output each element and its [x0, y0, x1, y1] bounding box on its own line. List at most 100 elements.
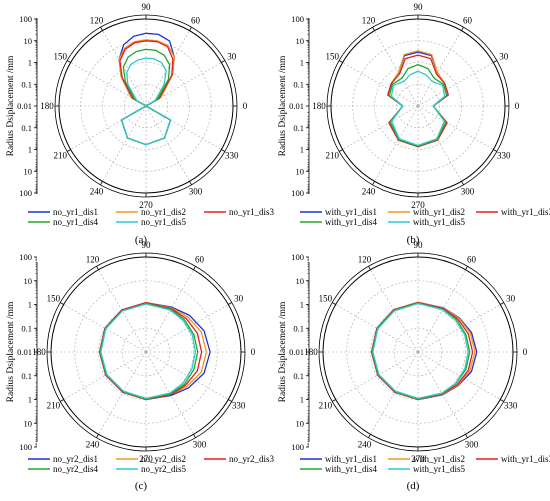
- radial-tick-label: 10: [24, 418, 33, 428]
- angle-tick-label: 210: [319, 401, 333, 411]
- polar-angle-tick: [189, 181, 192, 186]
- radial-tick-label: 0.1: [21, 323, 32, 333]
- polar-angle-tick: [228, 399, 232, 402]
- polar-spoke: [370, 351, 419, 435]
- radial-tick-label: 1: [28, 395, 32, 405]
- angle-tick-label: 30: [234, 294, 244, 304]
- polar-angle-tick: [461, 181, 464, 186]
- radial-tick-label: 1: [28, 58, 32, 68]
- radial-tick-label: 1: [300, 145, 304, 155]
- radial-tick-label: 1: [300, 300, 304, 310]
- angle-tick-label: 300: [461, 187, 475, 197]
- legend-entry: no_yr1_dis5: [141, 217, 187, 227]
- radial-tick-label: 1: [300, 395, 304, 405]
- polar-angle-tick: [221, 60, 226, 63]
- angle-tick-label: 60: [191, 15, 201, 25]
- polar-angle-tick: [66, 149, 71, 152]
- polar-angle-tick: [493, 60, 498, 63]
- polar-spoke: [417, 30, 462, 107]
- legend-entry: with_yr1_dis4: [325, 217, 378, 227]
- legend-entry: no_yr1_dis4: [53, 217, 99, 227]
- radial-axis-label: Radius Dsiplacement /mm: [278, 55, 288, 156]
- angle-tick-label: 240: [90, 187, 104, 197]
- polar-angle-tick: [189, 26, 192, 31]
- angle-tick-label: 270: [411, 454, 425, 464]
- angle-tick-label: 120: [362, 15, 376, 25]
- legend-entry: no_yr2_dis5: [141, 464, 187, 474]
- legend-entry: no_yr1_dis2: [141, 207, 186, 217]
- radial-tick-label: 10: [296, 418, 305, 428]
- polar-spoke: [342, 105, 419, 150]
- polar-angle-tick: [465, 266, 468, 270]
- radial-tick-label: 100: [19, 188, 32, 198]
- angle-tick-label: 210: [54, 151, 68, 161]
- angle-tick-label: 180: [32, 347, 46, 357]
- angle-tick-label: 240: [358, 440, 372, 450]
- legend-entry: with_yr1_dis2: [413, 454, 465, 464]
- polar-spoke: [145, 30, 190, 107]
- radial-tick-label: 0.1: [21, 371, 32, 381]
- legend-entry: no_yr2_dis2: [141, 454, 186, 464]
- angle-tick-label: 210: [326, 151, 340, 161]
- series-line: [372, 302, 469, 400]
- series-line: [98, 301, 203, 401]
- radial-tick-label: 1: [300, 58, 304, 68]
- polar-angle-tick: [221, 149, 226, 152]
- radial-tick-label: 0.01: [17, 101, 32, 111]
- series-line: [118, 39, 175, 146]
- angle-tick-label: 300: [193, 440, 207, 450]
- angle-tick-label: 120: [90, 15, 104, 25]
- legend-entry: no_yr2_dis4: [53, 464, 99, 474]
- angle-tick-label: 60: [467, 254, 477, 264]
- radial-tick-label: 10: [296, 166, 305, 176]
- polar-angle-tick: [338, 149, 343, 152]
- polar-angle-tick: [96, 434, 99, 438]
- chart-panel: 0 30 60 90 120 150 180 210 240 270 300 330 100 10 1 0.1…: [6, 2, 275, 246]
- legend-entry: with_yr1_dis4: [325, 464, 378, 474]
- radial-tick-label: 1: [28, 300, 32, 310]
- polar-angle-tick: [500, 399, 504, 402]
- radial-tick-label: 0.01: [289, 101, 304, 111]
- series-line: [120, 57, 172, 146]
- angle-tick-label: 90: [414, 240, 424, 250]
- angle-tick-label: 90: [142, 2, 152, 12]
- angle-tick-label: 330: [232, 401, 246, 411]
- polar-spoke: [98, 351, 147, 435]
- radial-axis-label: Radius Dsiplacement /mm: [6, 301, 16, 402]
- angle-tick-label: 240: [362, 187, 376, 197]
- polar-spoke: [374, 30, 419, 107]
- angle-tick-label: 60: [195, 254, 205, 264]
- angle-tick-label: 150: [319, 294, 333, 304]
- radial-tick-label: 0.1: [293, 371, 304, 381]
- radial-tick-label: 100: [19, 14, 32, 24]
- legend-entry: no_yr1_dis1: [53, 207, 98, 217]
- angle-tick-label: 180: [312, 101, 326, 111]
- angle-tick-label: 60: [463, 15, 473, 25]
- legend-entry: with_yr1_dis5: [413, 217, 466, 227]
- angle-tick-label: 240: [86, 440, 100, 450]
- polar-spoke: [145, 105, 190, 182]
- polar-grid-circle: [121, 327, 171, 377]
- angle-tick-label: 270: [139, 200, 153, 210]
- polar-angle-tick: [60, 302, 64, 305]
- polar-spoke: [102, 30, 147, 107]
- polar-angle-tick: [96, 266, 99, 270]
- chart-panel: 0 30 60 90 120 150 180 210 240 270 300 330 100 10 1 0.1…: [278, 240, 550, 492]
- polar-spoke: [417, 62, 494, 107]
- polar-spoke: [417, 105, 462, 182]
- radial-tick-label: 1: [28, 145, 32, 155]
- radial-tick-label: 10: [296, 276, 305, 286]
- panel-label: (c): [135, 480, 148, 492]
- angle-tick-label: 270: [139, 454, 153, 464]
- polar-angle-tick: [332, 302, 336, 305]
- polar-grid-circle: [374, 62, 462, 150]
- angle-tick-label: 90: [414, 2, 424, 12]
- polar-spoke: [417, 105, 494, 150]
- polar-angle-tick: [493, 149, 498, 152]
- radial-tick-label: 0.1: [21, 79, 32, 89]
- polar-grid-circle: [370, 304, 466, 400]
- radial-tick-label: 100: [291, 188, 304, 198]
- polar-spoke: [342, 62, 419, 107]
